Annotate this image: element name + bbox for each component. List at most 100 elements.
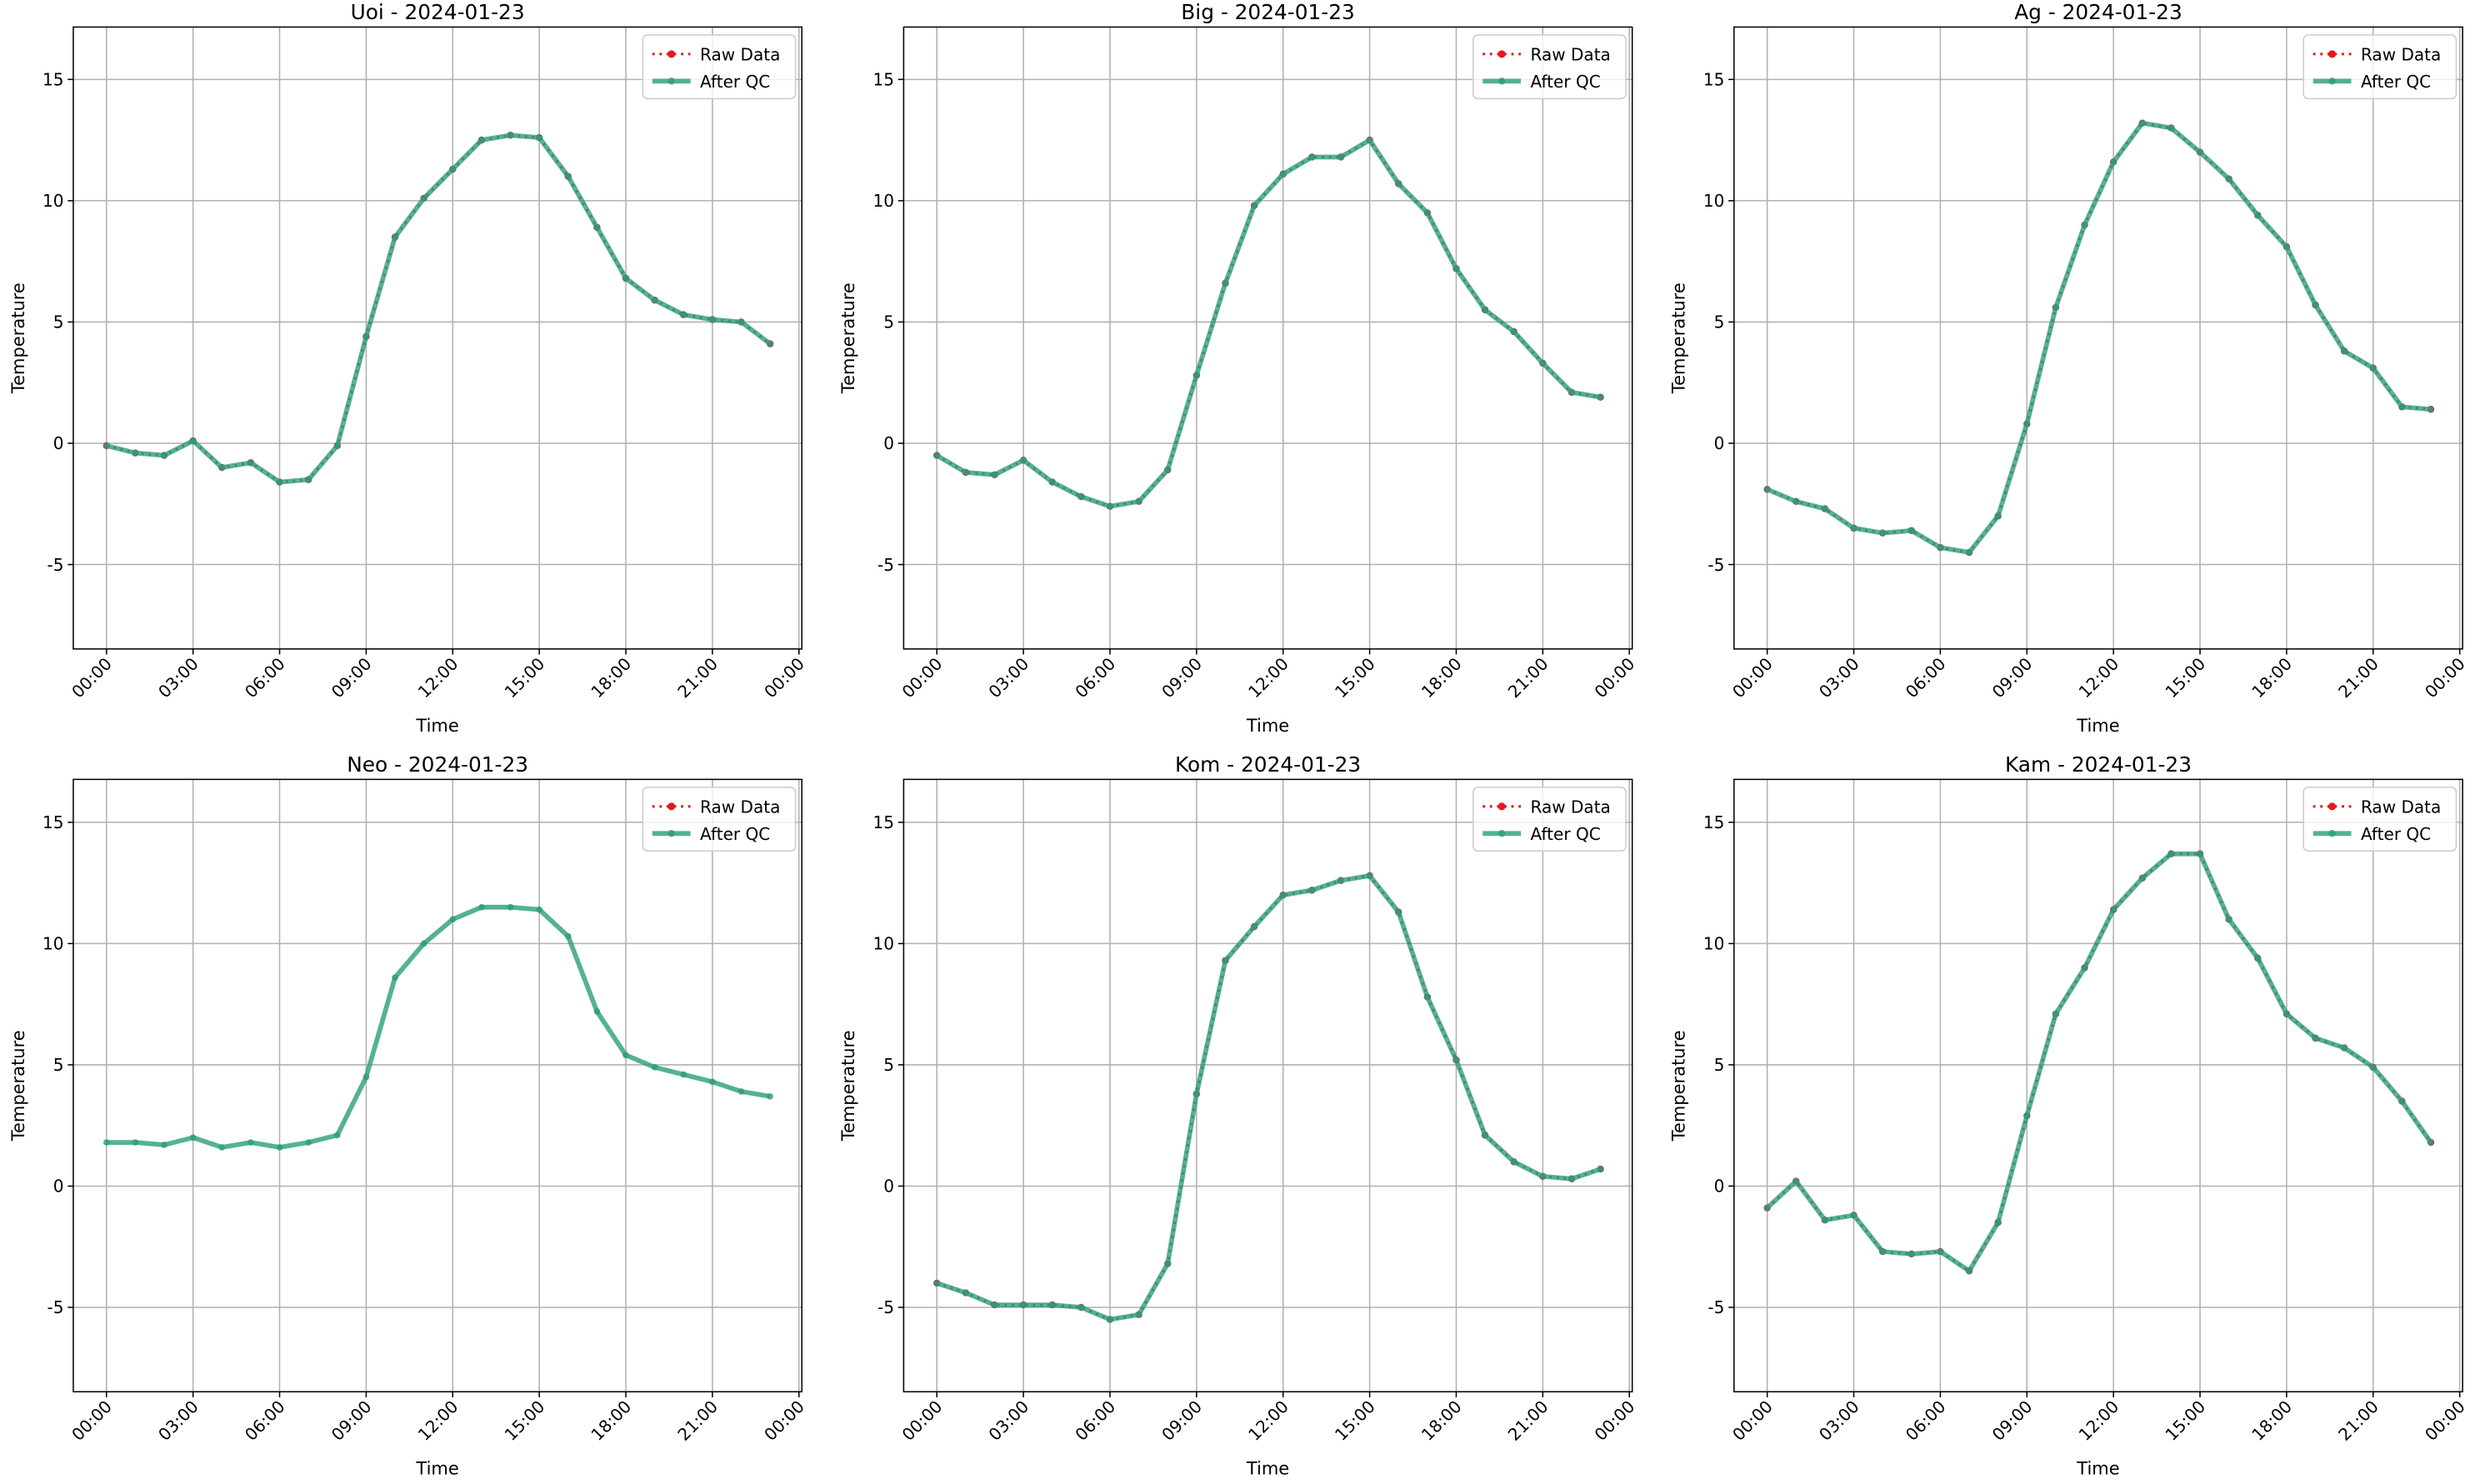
qc-point (1937, 1248, 1944, 1255)
qc-point (189, 1134, 197, 1142)
x-tick-label: 15:00 (1331, 653, 1379, 702)
qc-point (1568, 389, 1575, 396)
qc-point (680, 1071, 688, 1078)
qc-point (1366, 872, 1373, 879)
qc-point (2428, 406, 2434, 413)
qc-point (420, 195, 428, 202)
x-axis-label: Time (2076, 716, 2119, 736)
qc-point (449, 916, 457, 923)
y-tick-label: 10 (1703, 934, 1725, 954)
qc-point (392, 233, 398, 241)
qc-point (1020, 457, 1027, 464)
legend-label: After QC (700, 824, 770, 844)
qc-point (305, 476, 312, 483)
y-tick-label: 15 (872, 812, 894, 832)
x-axis-label: Time (2076, 1459, 2119, 1479)
qc-point (102, 1139, 110, 1146)
x-tick-label: 03:00 (1815, 1397, 1863, 1445)
qc-point (1338, 153, 1344, 161)
x-tick-label: 00:00 (68, 653, 116, 702)
y-tick-label: -5 (878, 1297, 894, 1317)
x-tick-label: 18:00 (587, 653, 635, 702)
x-tick-label: 00:00 (1591, 653, 1639, 702)
qc-point (2312, 1035, 2319, 1042)
qc-point (2052, 1010, 2059, 1017)
legend-label: Raw Data (2361, 797, 2441, 817)
y-tick-label: 5 (883, 312, 894, 332)
legend: Raw Data After QC (2302, 34, 2458, 100)
qc-point (1937, 544, 1944, 551)
qc-point (2023, 420, 2031, 427)
qc-point (305, 1139, 312, 1146)
qc-point (1994, 1219, 2002, 1226)
qc-point (132, 449, 139, 457)
qc-point (1222, 957, 1229, 964)
y-axis-label: Temperature (8, 1030, 28, 1142)
qc-point (991, 472, 998, 478)
x-tick-label: 09:00 (1158, 1397, 1206, 1445)
x-tick-label: 09:00 (328, 1397, 376, 1445)
qc-point (962, 469, 969, 476)
qc-point (2197, 850, 2203, 857)
x-tick-label: 21:00 (673, 1397, 722, 1445)
qc-point (248, 459, 254, 467)
x-tick-label: 21:00 (2334, 653, 2382, 702)
qc-point (2081, 964, 2088, 972)
plot-frame (1733, 26, 2463, 650)
qc-point (1850, 525, 1858, 532)
qc-point (2197, 148, 2203, 156)
qc-point (449, 166, 457, 172)
y-tick-label: 15 (1703, 812, 1725, 832)
y-tick-label: 10 (42, 191, 64, 211)
x-tick-label: 09:00 (1158, 653, 1206, 702)
qc-point (1908, 527, 1915, 534)
legend-marker (2328, 50, 2337, 58)
qc-point (2341, 347, 2348, 355)
qc-point (1452, 1057, 1460, 1063)
qc-point (248, 1139, 254, 1146)
legend-marker (2328, 77, 2336, 85)
x-tick-label: 18:00 (1418, 653, 1466, 702)
y-tick-label: -5 (48, 555, 64, 575)
plot-frame (902, 778, 1633, 1393)
qc-point (1850, 1212, 1858, 1219)
legend-marker (1498, 802, 1506, 811)
x-tick-label: 00:00 (2421, 653, 2469, 702)
chart-title: Neo - 2024-01-23 (347, 752, 528, 777)
qc-point (2225, 916, 2232, 923)
qc-point (2168, 124, 2175, 132)
qc-point (1020, 1302, 1027, 1308)
legend-marker (668, 77, 675, 85)
x-tick-label: 21:00 (1504, 653, 1552, 702)
qc-point (593, 224, 601, 231)
qc-point (1568, 1175, 1575, 1182)
qc-point (478, 903, 485, 911)
qc-point (1539, 1173, 1547, 1180)
legend-marker (2328, 802, 2337, 811)
qc-point (2398, 403, 2406, 411)
y-axis-label: Temperature (1669, 282, 1689, 394)
y-tick-label: 5 (883, 1055, 894, 1075)
qc-point (333, 442, 341, 449)
qc-point (709, 1078, 716, 1086)
qc-point (1338, 877, 1344, 884)
qc-point (709, 316, 716, 323)
x-tick-label: 03:00 (1815, 653, 1863, 702)
y-tick-label: 15 (872, 70, 894, 90)
qc-point (1135, 498, 1142, 505)
qc-point (1879, 1248, 1886, 1255)
qc-point (1994, 512, 2002, 520)
qc-point (2312, 302, 2319, 308)
qc-line (935, 137, 1602, 509)
x-tick-label: 03:00 (984, 653, 1032, 702)
qc-point (1597, 1166, 1604, 1172)
x-axis-label: Time (1246, 1459, 1289, 1479)
qc-point (1222, 280, 1229, 287)
x-tick-label: 15:00 (501, 653, 549, 702)
qc-point (651, 1064, 658, 1071)
legend-marker (1498, 50, 1506, 58)
chart-title: Ag - 2024-01-23 (2014, 0, 2182, 24)
y-tick-label: 5 (1714, 312, 1725, 332)
y-tick-label: -5 (878, 555, 894, 575)
